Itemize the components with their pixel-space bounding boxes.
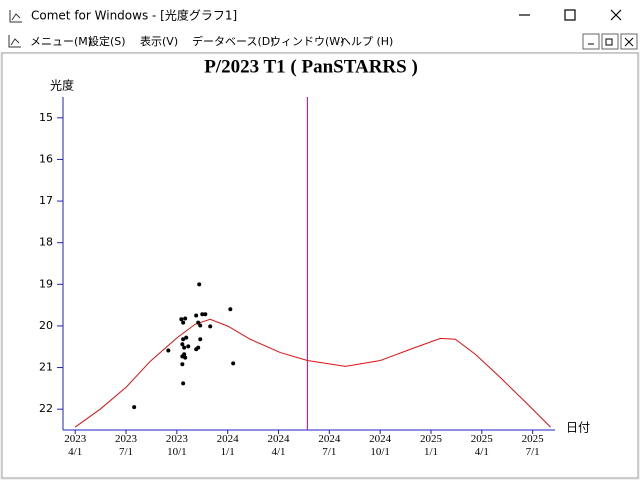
observation [186, 344, 191, 349]
observation [181, 337, 186, 342]
menu-item[interactable]: データベース(D) [192, 34, 275, 48]
observation [181, 320, 186, 325]
observation [228, 307, 233, 312]
observation [181, 381, 186, 386]
menu-items: メニュー(M)設定(S) 表示(V) データベース(D)ウィンドウ(W)ヘルプ (H… [30, 34, 393, 48]
menu-bar [0, 32, 640, 52]
observation [183, 316, 188, 321]
observation [198, 337, 203, 342]
observation [200, 312, 205, 317]
x-axis-label: 日付 [566, 421, 590, 435]
menu-item[interactable]: ヘルプ (H) [340, 35, 393, 48]
x-tick-label: 2024 7/1 [318, 433, 341, 458]
observation [208, 324, 213, 329]
observation [179, 317, 184, 322]
x-tick-label: 2025 4/1 [471, 433, 494, 458]
observation [182, 352, 187, 357]
close-button[interactable] [610, 9, 622, 21]
y-tick-label: 21 [39, 361, 53, 374]
window-title: Comet for Windows - [光度グラフ1] [31, 8, 237, 23]
observation [198, 323, 203, 328]
observation [197, 282, 202, 287]
x-tick-label: 2025 7/1 [522, 433, 545, 458]
client-area [1, 52, 639, 479]
title-bar [0, 0, 640, 32]
observation [231, 361, 236, 366]
mdi-restore[interactable] [601, 33, 619, 50]
y-tick-label: 16 [39, 152, 53, 165]
observation [184, 335, 189, 340]
predicted-curve [74, 318, 551, 428]
x-tick-label: 2024 1/1 [217, 433, 240, 458]
observation [196, 320, 201, 325]
doc-icon [8, 35, 21, 48]
observation [183, 355, 188, 360]
mdi-minimize[interactable] [582, 33, 600, 50]
observation [194, 347, 199, 352]
observation [180, 362, 185, 367]
observation [203, 312, 208, 317]
y-tick-label: 18 [39, 236, 53, 249]
observation [182, 345, 187, 350]
y-tick-label: 19 [39, 277, 53, 290]
observation [180, 342, 185, 347]
menu-item[interactable]: 表示(V) [140, 34, 178, 48]
observation [166, 348, 171, 353]
y-tick-label: 20 [39, 319, 53, 332]
x-tick-label: 2023 10/1 [166, 433, 189, 458]
x-tick-label: 2023 7/1 [115, 433, 138, 458]
menu-item[interactable]: メニュー(M) [30, 35, 92, 48]
y-tick-label: 15 [39, 111, 53, 124]
x-tick-label: 2024 4/1 [268, 433, 291, 458]
maximize-button[interactable] [564, 9, 576, 21]
observation [132, 405, 137, 410]
x-tick-label: 2025 1/1 [420, 433, 443, 458]
chart-title: P/2023 T1 ( PanSTARRS ) [204, 56, 418, 77]
y-axis-label: 光度 [50, 78, 74, 93]
observation [194, 313, 199, 318]
y-tick-label: 17 [39, 194, 53, 207]
y-tick-label: 22 [39, 402, 53, 415]
x-tick-label: 2023 4/1 [64, 433, 87, 458]
menu-item[interactable]: 設定(S) [88, 34, 126, 48]
app-icon [9, 10, 22, 23]
menu-item[interactable]: ウィンドウ(W) [270, 35, 344, 48]
mdi-glyphs [588, 37, 634, 47]
x-tick-label: 2024 10/1 [369, 433, 392, 458]
